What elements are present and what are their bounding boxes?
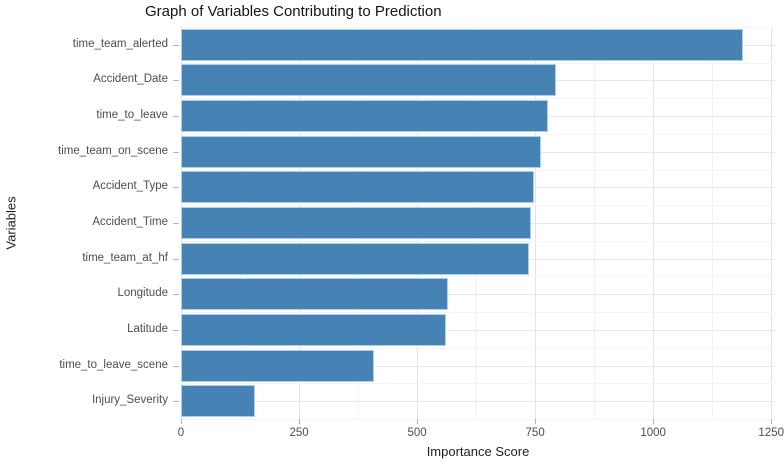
y-tick-label: time_to_leave	[96, 109, 168, 122]
gridline-y-minor	[181, 276, 775, 278]
y-tick-mark	[173, 44, 179, 46]
x-tick-mark	[417, 419, 419, 424]
bar-time_team_on_scene	[181, 135, 541, 168]
y-tick-mark	[173, 294, 179, 296]
x-tick-mark	[181, 419, 182, 424]
bar-Accident_Type	[181, 171, 534, 204]
bar-Injury_Severity	[181, 385, 255, 418]
gridline-y-minor	[181, 27, 775, 28]
gridline-y-minor	[181, 240, 775, 242]
y-tick-mark	[173, 223, 179, 224]
gridline-y-minor	[181, 347, 775, 349]
bar-Accident_Date	[181, 64, 557, 97]
y-tick-label: Accident_Date	[93, 73, 168, 86]
y-tick-label: time_to_leave_scene	[59, 358, 168, 371]
bar-Accident_Time	[181, 207, 531, 239]
gridline-y-minor	[181, 62, 775, 64]
bar-time_to_leave	[181, 100, 548, 133]
gridline-y-minor	[181, 312, 775, 314]
y-tick-label: time_team_alerted	[72, 37, 168, 50]
gridline-y-minor	[181, 169, 775, 171]
bar-time_to_leave_scene	[181, 349, 374, 382]
y-tick-label: time_team_on_scene	[58, 144, 168, 157]
gridline-y-major	[181, 294, 775, 296]
bar-time_team_alerted	[181, 28, 743, 61]
y-tick-mark	[173, 401, 179, 403]
x-tick-label: 0	[177, 427, 185, 439]
y-tick-mark	[173, 329, 179, 331]
y-tick-label: Longitude	[117, 287, 168, 300]
y-tick-mark	[173, 151, 179, 153]
bar-Longitude	[181, 278, 448, 311]
gridline-y-minor	[181, 133, 775, 135]
y-tick-mark	[173, 365, 179, 367]
y-tick-label: Injury_Severity	[91, 394, 168, 407]
chart-title: Graph of Variables Contributing to Predi…	[145, 3, 442, 20]
y-tick-label: Latitude	[127, 322, 168, 335]
y-tick-label: Accident_Time	[92, 216, 168, 228]
gridline-y-minor	[181, 419, 775, 420]
gridline-y-minor	[181, 383, 775, 385]
gridline-y-minor	[181, 205, 775, 207]
x-tick-label: 1000	[640, 427, 666, 439]
y-tick-mark	[173, 258, 179, 260]
gridline-y-minor	[181, 98, 775, 100]
y-tick-mark	[173, 80, 179, 82]
x-axis-title: Importance Score	[426, 444, 530, 459]
x-tick-label: 500	[407, 427, 427, 439]
plot-panel	[181, 27, 775, 420]
x-tick-label: 750	[525, 427, 545, 439]
x-tick-mark	[771, 419, 773, 424]
x-tick-label: 250	[289, 427, 309, 439]
x-tick-mark	[299, 419, 301, 424]
y-tick-label: time_team_at_hf	[82, 251, 168, 264]
y-tick-mark	[173, 187, 179, 189]
y-tick-mark	[173, 116, 179, 118]
x-tick-mark	[653, 419, 655, 424]
gridline-y-major	[181, 365, 775, 367]
gridline-y-major	[181, 401, 775, 403]
x-tick-mark	[535, 419, 537, 424]
y-tick-label: Accident_Type	[92, 180, 168, 193]
bar-Latitude	[181, 313, 447, 346]
bar-time_team_at_hf	[181, 242, 529, 275]
x-tick-label: 1250	[758, 427, 784, 439]
gridline-y-major	[181, 329, 775, 331]
